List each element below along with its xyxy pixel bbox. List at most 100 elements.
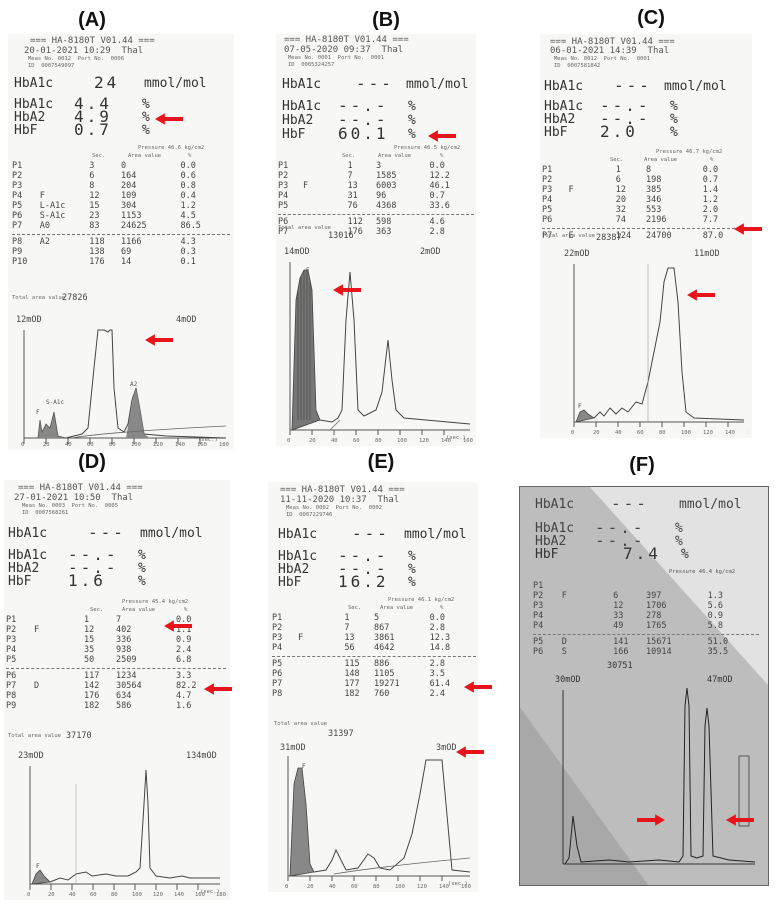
x-tick-label: 0 [285,884,288,890]
peak-cell: P2 [533,591,544,601]
peak-cell: 204 [121,181,137,191]
peak-cell: 634 [116,691,132,701]
printout-c: === HA-8180T V01.44 === 06-01-2021 14:39… [540,34,752,438]
red-arrow-icon [204,683,232,695]
x-tick-label: 20 [593,430,600,436]
peak-cell: 182 [344,689,360,699]
peak-cell: F [561,591,567,601]
peak-cell: 4642 [374,643,395,653]
chromatogram-b: F 0 20 40 60 80 100 120 140 160 [287,262,473,444]
peak-cell: 2.8 [429,659,445,669]
peak-cell: P1 [12,161,23,171]
peak-row: P3 F 13 3861 12.3 [272,634,476,644]
peak-cell: 124 [615,231,632,241]
table-divider [533,634,759,635]
peak-cell: 363 [376,227,392,237]
peak-cell: P6 [542,215,553,225]
panel-label-c: (C) [637,7,665,29]
peak-cell: F [297,633,304,643]
x-tick-label: 160 [195,892,205,898]
peak-row: P6 S-A1c 23 1153 4.5 [12,212,230,222]
peak-cell: P1 [278,161,289,171]
peak-cell: 15671 [646,637,672,647]
x-tick-label: 100 [395,884,405,890]
peak-cell: 3 [376,161,382,171]
peak-cell: 19271 [374,679,400,689]
peak-cell: 1105 [374,669,395,679]
peak-row: P7 E 124 24700 87.0 [542,232,750,242]
x-tick-label: 0 [27,892,30,898]
peak-cell: P6 [6,671,17,681]
peak-row: P5 L-A1c 15 304 1.2 [12,202,230,212]
peak-table-b: P1 1 3 0.0 P2 7 1585 12.2 P3 F 13 6003 46.1 P4 31 96 0.7… [278,162,474,262]
peak-cell: 13 [344,633,355,643]
peak-row: P6 74 2196 7.7 [542,216,750,226]
peak-cell: P4 [542,195,553,205]
peak-cell: P5 [542,205,553,215]
svg-text:F: F [302,763,306,770]
peak-cell: 1.3 [707,591,723,601]
peak-row: P4 33 278 0.9 [533,612,759,622]
peak-table-f: P1 P2 F 6 397 1.3 P3 12 1706 5.6 P4 33 278 0.9 P4 49 176… [533,582,759,678]
peak-cell: 12 [84,625,95,635]
table-divider [278,214,474,215]
peak-cell: 0.0 [429,161,445,171]
table-divider [12,234,230,235]
peak-cell: 1234 [116,671,137,681]
x-tick-label: 80 [111,892,118,898]
svg-text:F: F [578,403,582,410]
peak-row: P4 49 1765 5.8 [533,622,759,632]
peak-cell: 12 [89,191,100,201]
x-tick-label: 0 [21,442,24,448]
svg-text:S-A1c: S-A1c [46,399,64,406]
peak-cell: 15 [84,635,95,645]
peak-cell: 198 [646,175,662,185]
peak-cell: 3861 [374,633,395,643]
peak-cell: 49 [613,621,624,631]
peak-cell: 304 [121,201,137,211]
peak-cell: 938 [116,645,132,655]
peak-cell: P7 [272,679,283,689]
peak-row: P5 32 553 2.0 [542,206,750,216]
peak-cell: 0.7 [429,191,445,201]
peak-row: P8 176 634 4.7 [6,692,226,702]
peak-cell: 1706 [646,601,667,611]
peak-cell: P6 [533,647,544,657]
red-arrow-icon [155,113,183,125]
peak-cell: 148 [344,669,360,679]
peak-cell: F [34,625,40,635]
x-tick-label: 20 [43,442,50,448]
peak-cell: 12.3 [429,633,451,643]
peak-cell: 0.3 [180,247,196,257]
chromatogram-a: F S-A1c A2 0 20 40 60 80 100 120 140 160 180 [21,329,229,448]
peak-cell: 69 [121,247,132,257]
peak-cell: 1166 [121,237,142,247]
chromatogram-d: F 0 20 40 60 80 100 120 140 160 180 [27,766,226,898]
peak-cell: P5 [533,637,544,647]
peak-cell: S-A1c [39,211,66,221]
svg-text:F: F [36,409,40,416]
peak-cell: P6 [272,669,283,679]
peak-cell: 177 [344,679,360,689]
x-tick-label: 80 [375,438,382,444]
peak-cell: 32 [615,205,626,215]
red-arrow-right-icon [637,814,665,826]
peak-row: P7 D 142 30564 82.2 [6,682,226,692]
peak-cell: D [561,637,567,647]
peak-cell: P8 [272,689,283,699]
peak-row: P8 182 760 2.4 [272,690,476,700]
x-tick-label: 140 [174,892,184,898]
peak-cell: 10914 [646,647,672,657]
peak-cell: 397 [646,591,662,601]
chromatogram-c: F 0 20 40 60 80 100 120 140 160 [571,264,748,436]
peak-cell: 182 [84,701,100,711]
peak-cell: 3.3 [176,671,192,681]
peak-cell: 82.2 [176,681,197,691]
peak-cell: 1 [615,165,621,175]
peak-cell: 2.8 [429,623,445,633]
peak-cell: 20 [615,195,626,205]
peak-cell: P8 [12,237,23,247]
peak-cell: 2.8 [429,227,445,237]
chromatogram-f [562,687,756,865]
peak-cell: P9 [6,701,17,711]
